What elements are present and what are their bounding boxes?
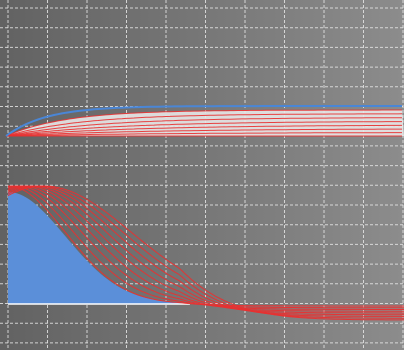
lower-waveform-curve [7,185,404,319]
upper-reference-line [5,105,402,137]
upper-band-curve [5,121,402,137]
lower-waveform-curve [7,185,404,314]
lower-waveform-curve [7,185,404,321]
upper-band-curve [5,128,402,137]
upper-band-trace [5,105,404,137]
upper-band-curve [5,109,402,137]
lower-waveform-trace [7,185,404,321]
lower-waveform-curve [7,185,404,310]
lower-waveform-curve [7,185,404,312]
lower-waveform-curve [7,185,404,316]
upper-band-curve [5,124,402,137]
lower-waveform-fill [8,192,190,304]
upper-band-curve [5,132,402,137]
lower-waveform-curve [7,185,404,317]
upper-band-curve [5,117,402,137]
upper-band-curve [5,113,403,137]
